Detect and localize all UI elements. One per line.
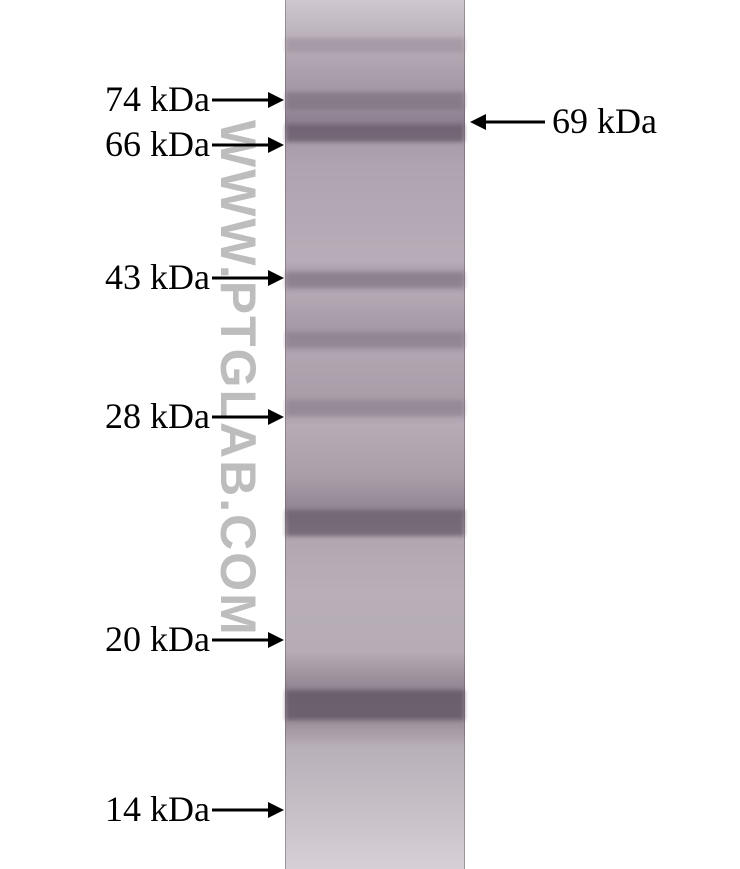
gel-band <box>286 690 464 720</box>
watermark-text: WWW.PTGLAB.COM <box>209 120 267 637</box>
gel-figure: WWW.PTGLAB.COM 74 kDa 66 kDa 43 kDa 28 k… <box>0 0 740 869</box>
marker-label: 43 kDa <box>105 256 210 298</box>
marker-label: 28 kDa <box>105 395 210 437</box>
gel-band <box>286 272 464 288</box>
marker-label: 20 kDa <box>105 618 210 660</box>
marker-label: 14 kDa <box>105 788 210 830</box>
gel-band <box>286 510 464 536</box>
gel-band <box>286 332 464 348</box>
gel-lane <box>285 0 465 869</box>
gel-band <box>286 124 464 142</box>
marker-label: 74 kDa <box>105 78 210 120</box>
gel-band <box>286 38 464 52</box>
target-band-label: 69 kDa <box>552 100 657 142</box>
gel-band <box>286 92 464 110</box>
marker-label: 66 kDa <box>105 123 210 165</box>
gel-band <box>286 400 464 416</box>
